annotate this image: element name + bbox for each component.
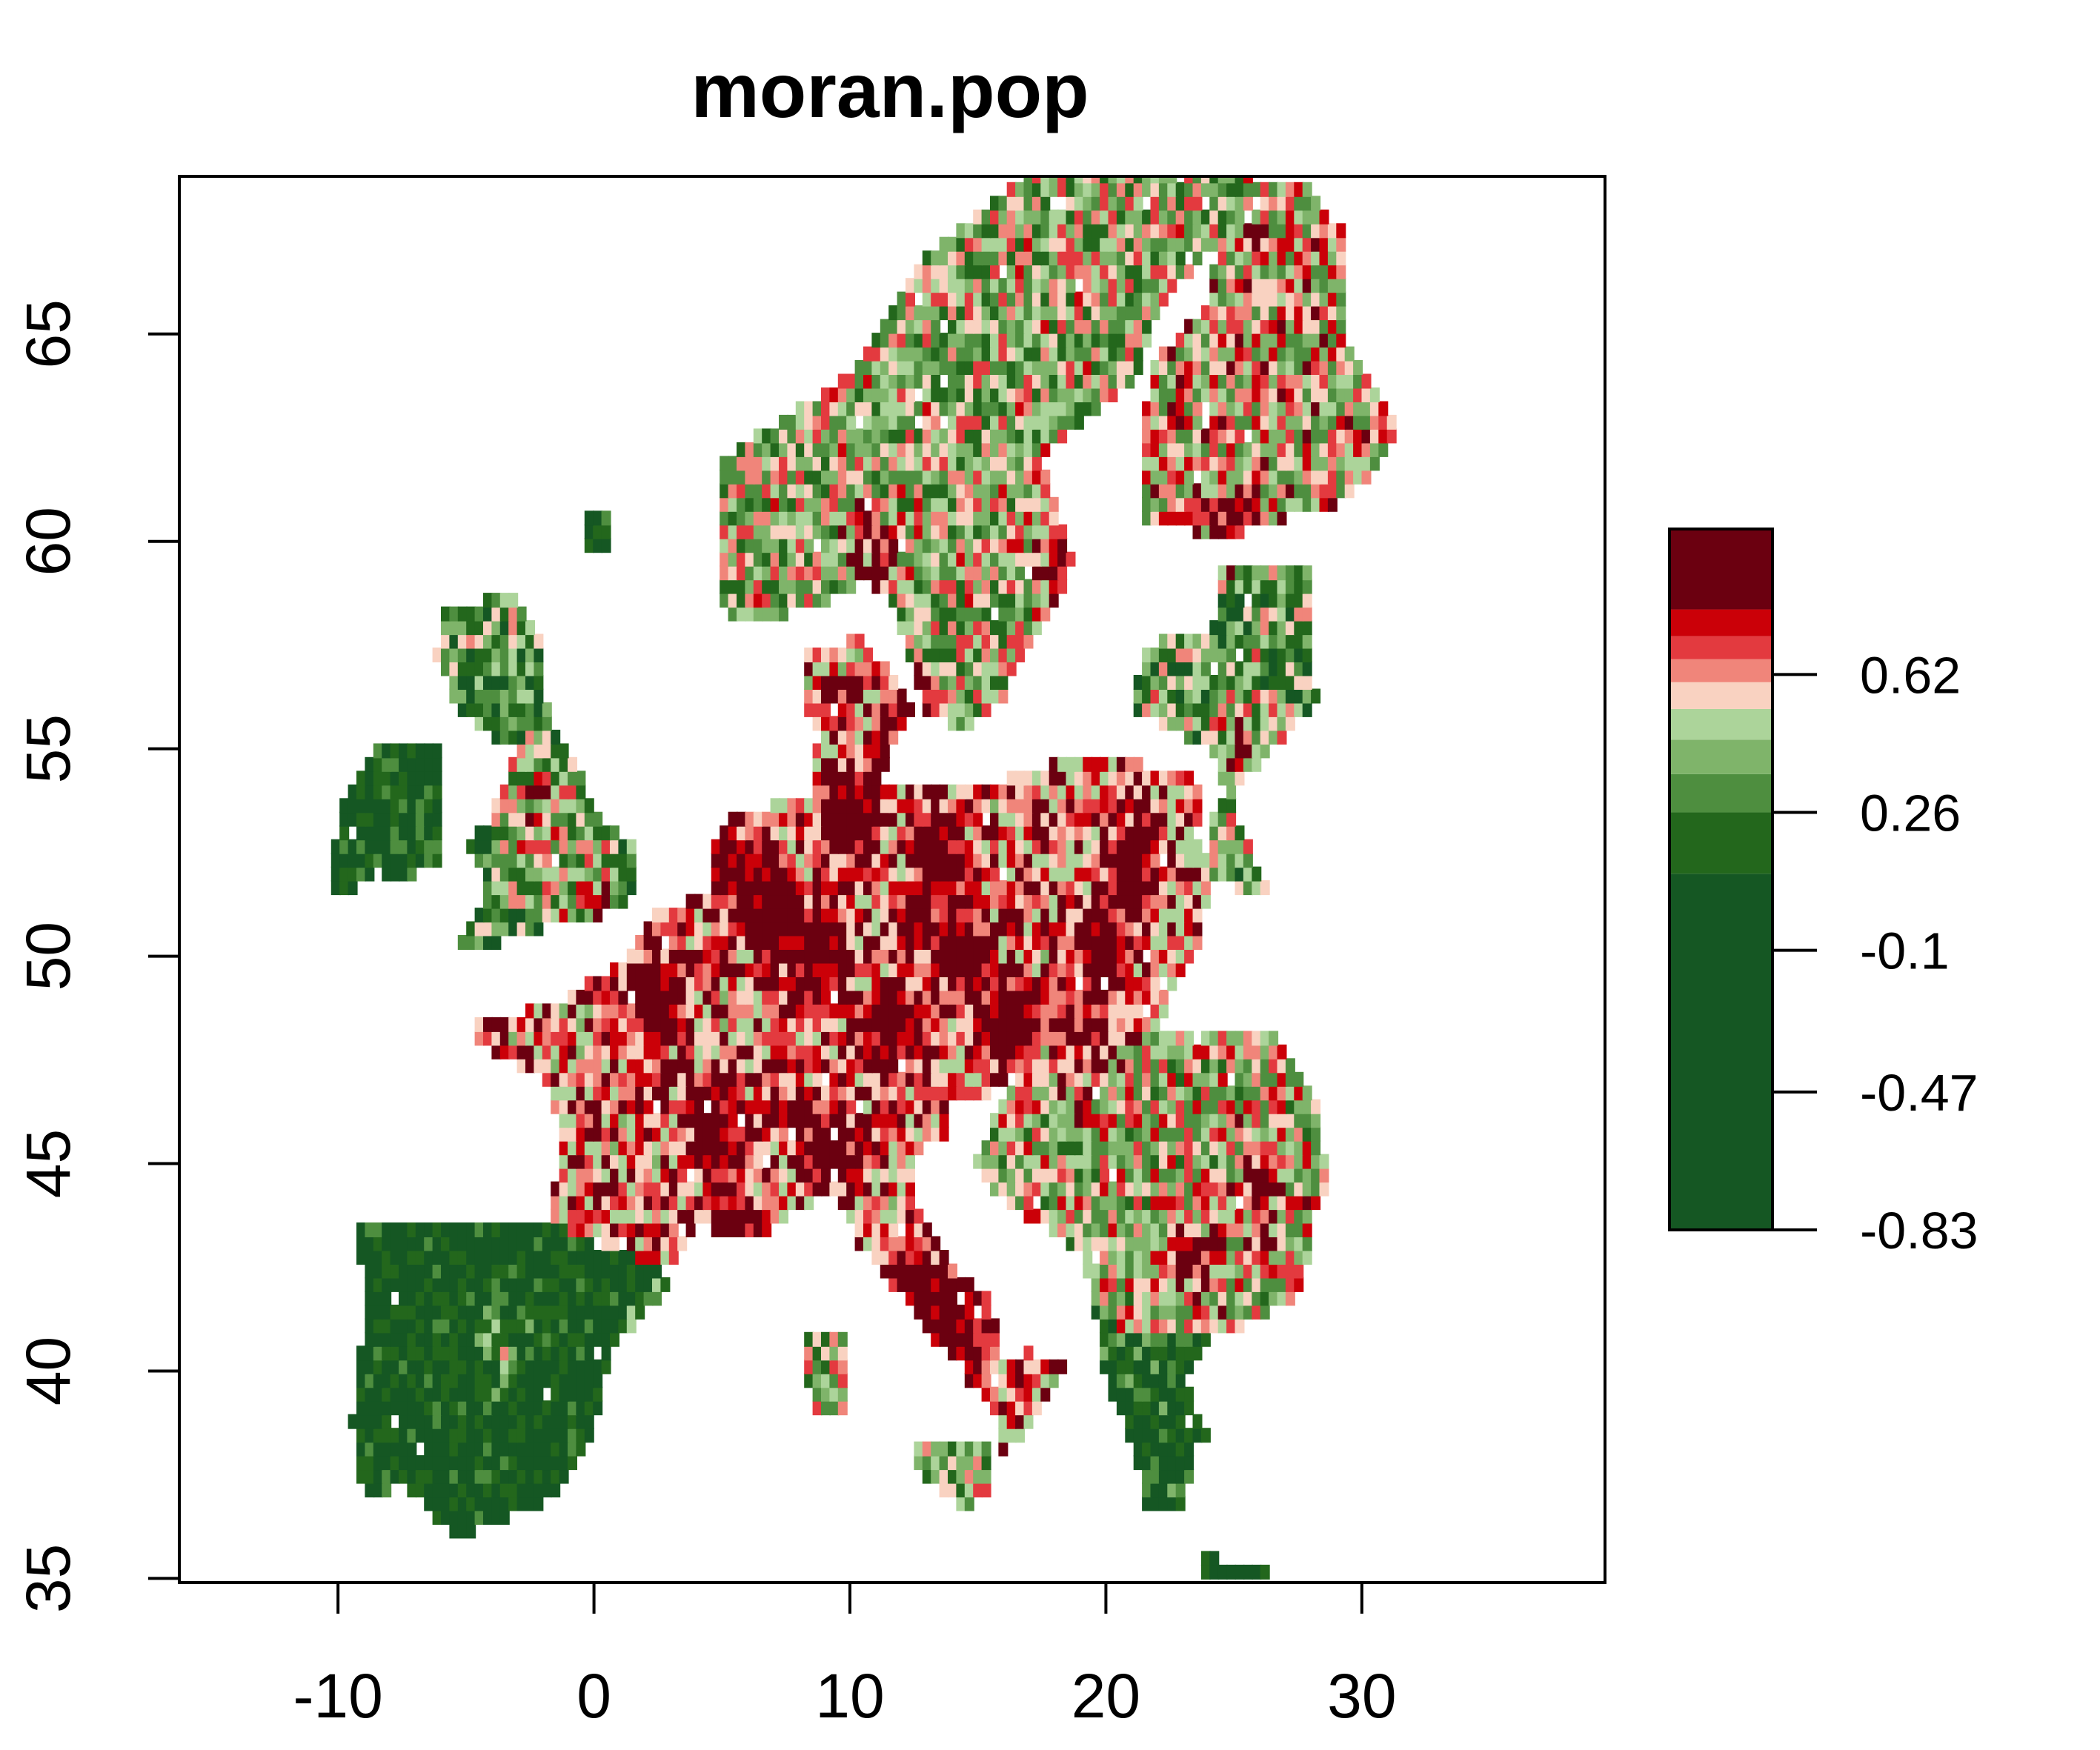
x-axis: -10 0 10 20 30 [293, 1581, 1397, 1731]
x-tick-label: 0 [576, 1661, 611, 1731]
y-axis: 35 40 45 50 55 60 65 [13, 299, 181, 1613]
y-tick-label: 55 [13, 714, 83, 783]
legend-tick-label: -0.1 [1860, 922, 1950, 980]
legend-swatch [1669, 812, 1772, 874]
legend-swatch [1669, 739, 1772, 774]
legend-swatch [1669, 609, 1772, 636]
legend-tick-label: 0.62 [1860, 646, 1961, 704]
y-tick-label: 40 [13, 1337, 83, 1405]
color-legend: 0.62 0.26 -0.1 -0.47 -0.83 [1668, 528, 1978, 1260]
x-tick-label: -10 [293, 1661, 382, 1731]
legend-swatch [1669, 529, 1772, 610]
y-tick-label: 65 [13, 299, 83, 368]
y-tick-label: 50 [13, 922, 83, 991]
legend-swatch [1669, 659, 1772, 682]
x-tick-label: 10 [815, 1661, 884, 1731]
legend-tick-label: -0.47 [1860, 1064, 1978, 1122]
legend-swatch [1669, 773, 1772, 813]
y-tick-label: 45 [13, 1129, 83, 1198]
legend-tick-label: 0.26 [1860, 785, 1961, 842]
y-tick-label: 60 [13, 507, 83, 576]
x-tick-label: 20 [1071, 1661, 1140, 1731]
legend-swatch [1669, 636, 1772, 659]
legend-swatch [1669, 874, 1772, 1230]
raster-layer [330, 176, 1397, 1580]
legend-swatch [1669, 708, 1772, 740]
plot-title: moran.pop [691, 48, 1089, 134]
legend-swatch [1669, 682, 1772, 709]
legend-tick-label: -0.83 [1860, 1202, 1978, 1260]
y-tick-label: 35 [13, 1544, 83, 1613]
x-tick-label: 30 [1327, 1661, 1396, 1731]
